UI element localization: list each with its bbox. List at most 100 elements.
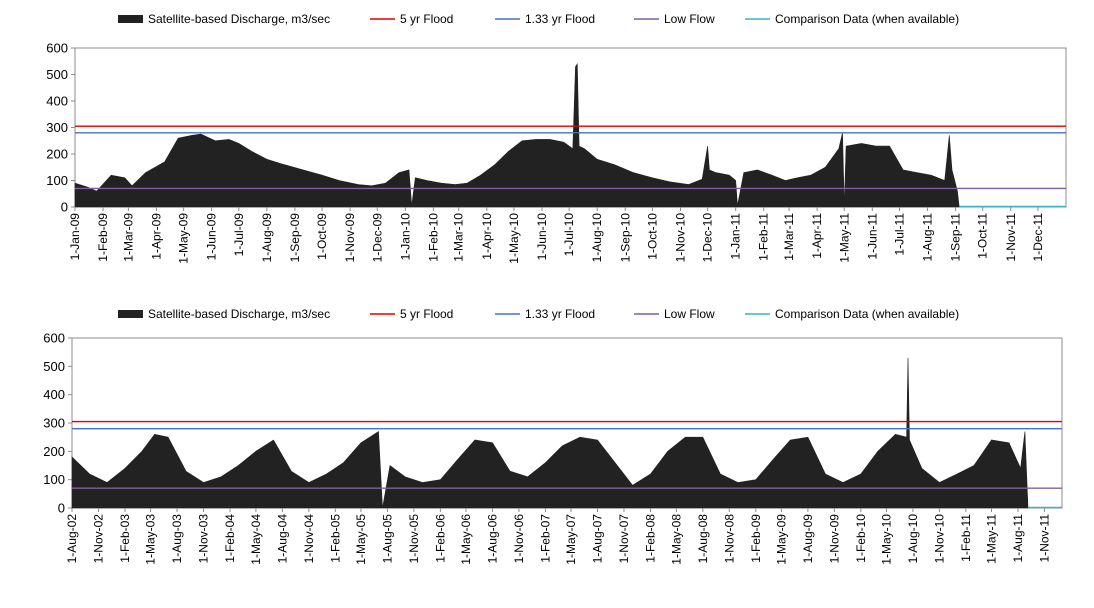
x-tick-label: 1-Feb-04	[223, 514, 237, 563]
legend-item: Low Flow	[634, 12, 715, 26]
x-tick-label: 1-Apr-11	[810, 213, 824, 259]
x-tick-label: 1-Nov-11	[1004, 213, 1018, 262]
y-tick-label: 0	[58, 501, 65, 516]
x-tick-label: 1-May-03	[144, 514, 158, 565]
x-tick-label: 1-Jan-09	[68, 213, 82, 261]
x-tick-label: 1-Nov-06	[512, 514, 526, 564]
x-tick-label: 1-Jan-11	[729, 213, 743, 260]
y-tick-label: 0	[61, 200, 68, 215]
x-tick-label: 1-Nov-10	[673, 213, 687, 263]
y-tick-label: 300	[43, 416, 65, 431]
x-tick-label: 1-May-09	[177, 213, 191, 264]
x-tick-label: 1-Feb-05	[328, 514, 342, 563]
legend-label: 5 yr Flood	[400, 12, 453, 26]
x-tick-label: 1-Feb-08	[643, 514, 657, 563]
legend-label: 1.33 yr Flood	[525, 12, 595, 26]
x-tick-label: 1-Feb-10	[426, 213, 440, 262]
x-tick-label: 1-Jul-09	[232, 213, 246, 257]
x-tick-label: 1-Aug-04	[275, 514, 289, 564]
x-tick-label: 1-May-10	[879, 514, 893, 565]
x-tick-label: 1-Nov-04	[302, 514, 316, 564]
y-axis: 0 100 200 300 400 500 600	[43, 331, 72, 516]
x-tick-label: 1-Apr-09	[149, 213, 163, 260]
x-tick-label: 1-Dec-11	[1031, 213, 1045, 262]
y-tick-label: 100	[46, 173, 68, 188]
x-tick-label: 1-May-05	[354, 514, 368, 565]
legend-item: 5 yr Flood	[370, 307, 453, 321]
x-tick-label: 1-May-10	[507, 213, 521, 264]
legend-label: Satellite-based Discharge, m3/sec	[148, 12, 330, 26]
x-tick-label: 1-Jul-10	[562, 213, 576, 257]
chart-legend: Satellite-based Discharge, m3/sec 5 yr Fl…	[118, 12, 959, 26]
legend-item: 1.33 yr Flood	[495, 12, 595, 26]
x-tick-label: 1-Jul-11	[892, 213, 906, 256]
x-tick-label: 1-Dec-10	[701, 213, 715, 263]
y-tick-label: 500	[43, 359, 65, 374]
legend-item: Comparison Data (when available)	[745, 307, 959, 321]
x-tick-label: 1-Mar-09	[121, 213, 135, 262]
chart-2: Satellite-based Discharge, m3/sec 5 yr Fl…	[43, 307, 1063, 565]
legend-item: 5 yr Flood	[370, 12, 453, 26]
x-tick-label: 1-May-11	[984, 514, 998, 564]
legend-label: 1.33 yr Flood	[525, 307, 595, 321]
x-axis: 1-Jan-09 1-Feb-09 1-Mar-09 1-Apr-09 1-May-09…	[68, 207, 1045, 264]
legend-item: Satellite-based Discharge, m3/sec	[118, 307, 330, 321]
y-tick-label: 300	[46, 120, 68, 135]
x-tick-label: 1-Nov-02	[91, 514, 105, 564]
y-axis: 0 100 200 300 400 500 600	[46, 41, 75, 215]
x-tick-label: 1-Oct-09	[315, 213, 329, 260]
x-tick-label: 1-Feb-09	[749, 514, 763, 563]
x-tick-label: 1-Nov-03	[197, 514, 211, 564]
legend-item: 1.33 yr Flood	[495, 307, 595, 321]
discharge-area	[71, 357, 1029, 509]
x-tick-label: 1-Jun-09	[205, 213, 219, 261]
legend-swatch	[118, 310, 143, 318]
legend-label: Comparison Data (when available)	[775, 12, 959, 26]
x-tick-label: 1-Mar-11	[782, 213, 796, 261]
x-axis: 1-Aug-02 1-Nov-02 1-Feb-03 1-May-03 1-Aug-03…	[65, 508, 1051, 565]
x-tick-label: 1-Feb-07	[538, 514, 552, 563]
x-tick-label: 1-Sep-11	[949, 213, 963, 262]
x-tick-label: 1-Aug-06	[485, 514, 499, 564]
legend-item: Satellite-based Discharge, m3/sec	[118, 12, 330, 26]
x-tick-label: 1-Feb-03	[118, 514, 132, 563]
x-tick-label: 1-Aug-03	[170, 514, 184, 564]
x-tick-label: 1-Feb-09	[96, 213, 110, 262]
x-tick-label: 1-May-08	[669, 514, 683, 565]
x-tick-label: 1-Aug-10	[906, 514, 920, 564]
x-tick-label: 1-Apr-10	[480, 213, 494, 260]
x-tick-label: 1-Feb-11	[757, 213, 771, 261]
x-tick-label: 1-Nov-09	[343, 213, 357, 263]
x-tick-label: 1-Aug-02	[65, 514, 79, 564]
y-tick-label: 500	[46, 67, 68, 82]
x-tick-label: 1-Aug-09	[801, 514, 815, 564]
x-tick-label: 1-Nov-11	[1037, 514, 1051, 563]
y-tick-label: 100	[43, 472, 65, 487]
x-tick-label: 1-Aug-10	[590, 213, 604, 263]
legend-label: 5 yr Flood	[400, 307, 453, 321]
legend-label: Satellite-based Discharge, m3/sec	[148, 307, 330, 321]
x-tick-label: 1-Nov-09	[827, 514, 841, 564]
x-tick-label: 1-Nov-08	[722, 514, 736, 564]
x-tick-label: 1-Aug-05	[380, 514, 394, 564]
legend-item: Low Flow	[634, 307, 715, 321]
chart-legend: Satellite-based Discharge, m3/sec 5 yr Fl…	[118, 307, 959, 321]
x-tick-label: 1-Feb-11	[959, 514, 973, 562]
x-tick-label: 1-Jan-10	[398, 213, 412, 261]
legend-label: Comparison Data (when available)	[775, 307, 959, 321]
x-tick-label: 1-May-07	[564, 514, 578, 565]
x-tick-label: 1-May-09	[774, 514, 788, 565]
x-tick-label: 1-Feb-10	[854, 514, 868, 563]
x-tick-label: 1-Sep-09	[288, 213, 302, 263]
x-tick-label: 1-Nov-07	[617, 514, 631, 564]
legend-item: Comparison Data (when available)	[745, 12, 959, 26]
y-tick-label: 200	[43, 444, 65, 459]
y-tick-label: 400	[46, 94, 68, 109]
x-tick-label: 1-Oct-11	[976, 213, 990, 259]
x-tick-label: 1-May-04	[249, 514, 263, 565]
y-tick-label: 600	[46, 41, 68, 56]
x-tick-label: 1-Aug-11	[1011, 514, 1025, 563]
y-tick-label: 600	[43, 331, 65, 346]
x-tick-label: 1-Aug-08	[696, 514, 710, 564]
